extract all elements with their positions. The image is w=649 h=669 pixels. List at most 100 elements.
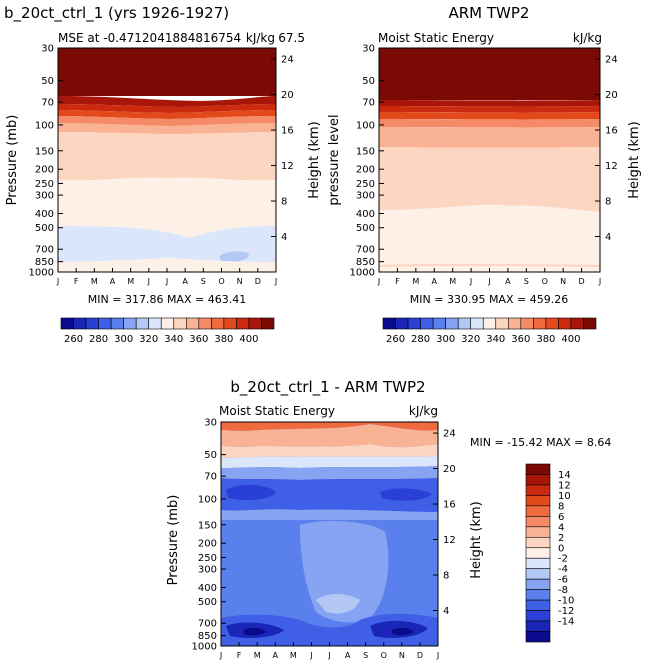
colorbar-swatch — [583, 317, 597, 330]
colorbar-swatch — [495, 317, 509, 330]
colorbar-swatch — [60, 317, 74, 330]
band-350-360 — [379, 127, 600, 148]
month-tick-label: F — [74, 277, 79, 286]
pressure-tick-label: 30 — [204, 418, 217, 429]
colorbar-swatch — [407, 317, 421, 330]
band-above-400 — [379, 48, 600, 100]
colorbar-swatch — [545, 317, 559, 330]
colorbar-label: -14 — [558, 617, 574, 628]
pressure-tick-label: 400 — [356, 209, 375, 220]
pressure-tick-label: 250 — [198, 553, 217, 564]
height-tick-label: 16 — [605, 126, 618, 137]
colorbar-swatch — [382, 317, 396, 330]
pressure-tick-label: 200 — [356, 165, 375, 176]
colorbar-label: 6 — [558, 512, 564, 523]
pressure-tick-label: 70 — [204, 472, 217, 483]
panel-1-ylabel-right: Height (km) — [307, 121, 322, 198]
colorbar-swatch — [173, 317, 187, 330]
colorbar-label: -8 — [558, 585, 568, 596]
height-tick-label: 20 — [281, 90, 294, 101]
pressure-tick-label: 200 — [35, 165, 54, 176]
pressure-tick-label: 150 — [35, 146, 54, 157]
height-tick-label: 24 — [443, 429, 456, 440]
pressure-tick-label: 700 — [198, 619, 217, 630]
pressure-tick-label: 500 — [35, 223, 54, 234]
colorbar-swatch — [525, 547, 551, 559]
colorbar-swatch — [185, 317, 200, 330]
band-0-2 — [221, 444, 438, 458]
height-tick-label: 20 — [443, 464, 456, 475]
colorbar-swatch — [525, 495, 551, 507]
colorbar-swatch — [525, 463, 551, 475]
month-tick-label: A — [432, 277, 438, 286]
core-m16-right — [392, 627, 414, 636]
panel-1-subtitle-right: kJ/kg — [246, 31, 275, 45]
colorbar-label: 360 — [189, 334, 208, 345]
band-330-340 — [379, 204, 600, 272]
panel-1-ylabel: Pressure (mb) — [5, 115, 20, 206]
patch-m12 — [226, 484, 276, 500]
colorbar-swatch — [525, 484, 551, 496]
height-tick-label: 4 — [605, 232, 611, 243]
band-360-370 — [379, 119, 600, 128]
band-370-380 — [58, 110, 276, 119]
panel-3-title: b_20ct_ctrl_1 - ARM TWP2 — [230, 378, 425, 397]
colorbar-label: -12 — [558, 606, 574, 617]
colorbar-swatch — [261, 317, 275, 330]
band-340-350 — [58, 132, 276, 181]
month-tick-label: M — [91, 277, 98, 286]
height-tick-label: 16 — [281, 126, 294, 137]
panel-1-title: b_20ct_ctrl_1 (yrs 1926-1927) — [4, 4, 229, 23]
panel-model: b_20ct_ctrl_1 (yrs 1926-1927) MSE at -0.… — [4, 4, 322, 345]
pressure-tick-label: 70 — [41, 98, 54, 109]
pressure-tick-label: 100 — [356, 120, 375, 131]
height-tick-label: 12 — [281, 161, 294, 172]
band-380-390 — [379, 106, 600, 113]
colorbar-label: 12 — [558, 480, 571, 491]
colorbar-swatch — [85, 317, 99, 330]
band-360-370 — [58, 116, 276, 126]
band-350-360 — [58, 123, 276, 134]
month-tick-label: N — [237, 277, 243, 286]
month-tick-label: M — [412, 277, 419, 286]
pressure-tick-label: 50 — [41, 76, 54, 87]
colorbar-label: 14 — [558, 470, 571, 481]
month-tick-label: M — [449, 277, 456, 286]
colorbar-swatch — [525, 631, 551, 643]
month-tick-label: S — [524, 277, 529, 286]
month-tick-label: F — [237, 651, 242, 660]
colorbar-swatch — [211, 317, 225, 330]
colorbar-label: -4 — [558, 564, 568, 575]
colorbar-swatch — [525, 536, 551, 549]
panel-3-ylabel: Pressure (mb) — [166, 495, 181, 586]
month-tick-label: J — [147, 277, 150, 286]
colorbar-label: 380 — [214, 334, 233, 345]
pressure-tick-label: 50 — [204, 450, 217, 461]
colorbar-swatch — [432, 317, 446, 330]
pressure-tick-label: 100 — [35, 120, 54, 131]
month-tick-label: M — [254, 651, 261, 660]
colorbar-1: 260 280 300 320 340 360 380 400 — [60, 317, 275, 345]
colorbar-label: 10 — [558, 491, 571, 502]
month-tick-label: J — [598, 277, 601, 286]
pressure-tick-label: 700 — [356, 245, 375, 256]
month-tick-label: O — [381, 651, 387, 660]
colorbar-swatch — [135, 317, 150, 330]
month-tick-label: A — [345, 651, 351, 660]
month-tick-label: N — [399, 651, 405, 660]
month-tick-label: O — [542, 277, 548, 286]
band-370-380 — [379, 112, 600, 120]
band-above-400 — [58, 48, 276, 96]
colorbar-swatch — [395, 317, 409, 330]
colorbar-label: 300 — [114, 334, 133, 345]
colorbar-label: 400 — [561, 334, 580, 345]
height-tick-label: 4 — [281, 232, 287, 243]
band-340-350 — [379, 147, 600, 212]
panel-1-stats: MIN = 317.86 MAX = 463.41 — [88, 293, 246, 306]
height-tick-label: 8 — [443, 571, 449, 582]
